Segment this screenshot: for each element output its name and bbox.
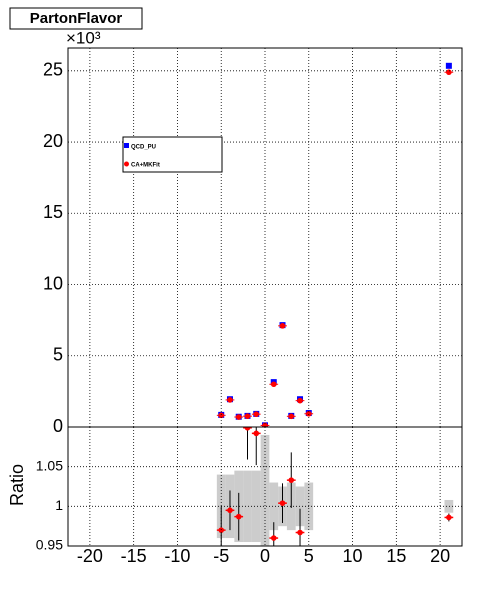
- uncertainty-band: [251, 470, 261, 543]
- y-tick-label: 15: [43, 202, 63, 222]
- x-tick-label: -20: [77, 546, 103, 566]
- x-tick-label: 0: [260, 546, 270, 566]
- y-tick-label: 0: [53, 416, 63, 436]
- x-tick-label: 5: [304, 546, 314, 566]
- x-tick-label: -10: [164, 546, 190, 566]
- y-tick-label: 5: [53, 345, 63, 365]
- chart-title: PartonFlavor: [30, 10, 123, 27]
- legend-label: CA+MKFit: [131, 163, 160, 169]
- legend-marker: [124, 161, 129, 167]
- marker: [244, 413, 251, 419]
- marker: [279, 500, 286, 506]
- x-tick-label: 10: [343, 546, 363, 566]
- y-tick-label: 0.95: [36, 537, 63, 553]
- marker: [218, 527, 225, 533]
- y-axis-label: Ratio: [7, 464, 27, 506]
- title-box: [9, 7, 143, 30]
- y-tick-label: 20: [43, 131, 63, 151]
- marker: [227, 507, 233, 514]
- marker: [297, 529, 303, 536]
- marker: [305, 410, 312, 417]
- marker: [262, 422, 268, 427]
- ratio-frame: [67, 426, 463, 547]
- marker: [235, 513, 242, 520]
- exponent-label: ×10³: [66, 28, 101, 47]
- marker: [218, 412, 225, 419]
- marker: [297, 397, 303, 404]
- marker: [270, 535, 277, 541]
- marker: [244, 427, 251, 431]
- marker: [253, 411, 260, 417]
- x-tick-label: 20: [430, 546, 450, 566]
- ratio-plot: [216, 427, 454, 546]
- marker: [227, 397, 233, 403]
- uncertainty-band: [295, 486, 305, 527]
- uncertainty-band: [269, 482, 279, 531]
- marker: [253, 430, 260, 437]
- marker: [288, 413, 295, 420]
- marker: [270, 381, 277, 388]
- y-tick-label: 10: [43, 273, 63, 293]
- y-tick-label: 25: [43, 60, 63, 80]
- marker: [288, 477, 295, 483]
- x-tick-label: 15: [386, 546, 406, 566]
- y-tick-label: 1: [55, 497, 63, 513]
- uncertainty-band: [444, 499, 454, 513]
- legend-marker: [124, 143, 129, 148]
- marker: [446, 514, 452, 521]
- legend: [122, 136, 223, 173]
- plot-layer: -20 -15 -10 -5 0 5 10 15 20 0 5 10 15 20 25 0.95 1 1.05: [36, 48, 462, 566]
- y-tick-label: 1.05: [36, 457, 63, 473]
- x-tick-label: -15: [121, 546, 147, 566]
- marker: [235, 414, 242, 420]
- top-plot: [216, 62, 454, 427]
- x-tick-label: -5: [213, 546, 229, 566]
- uncertainty-band: [243, 470, 252, 543]
- legend-label: QCD_PU: [131, 145, 156, 151]
- marker: [445, 62, 452, 69]
- marker: [279, 323, 286, 329]
- marker: [446, 69, 452, 76]
